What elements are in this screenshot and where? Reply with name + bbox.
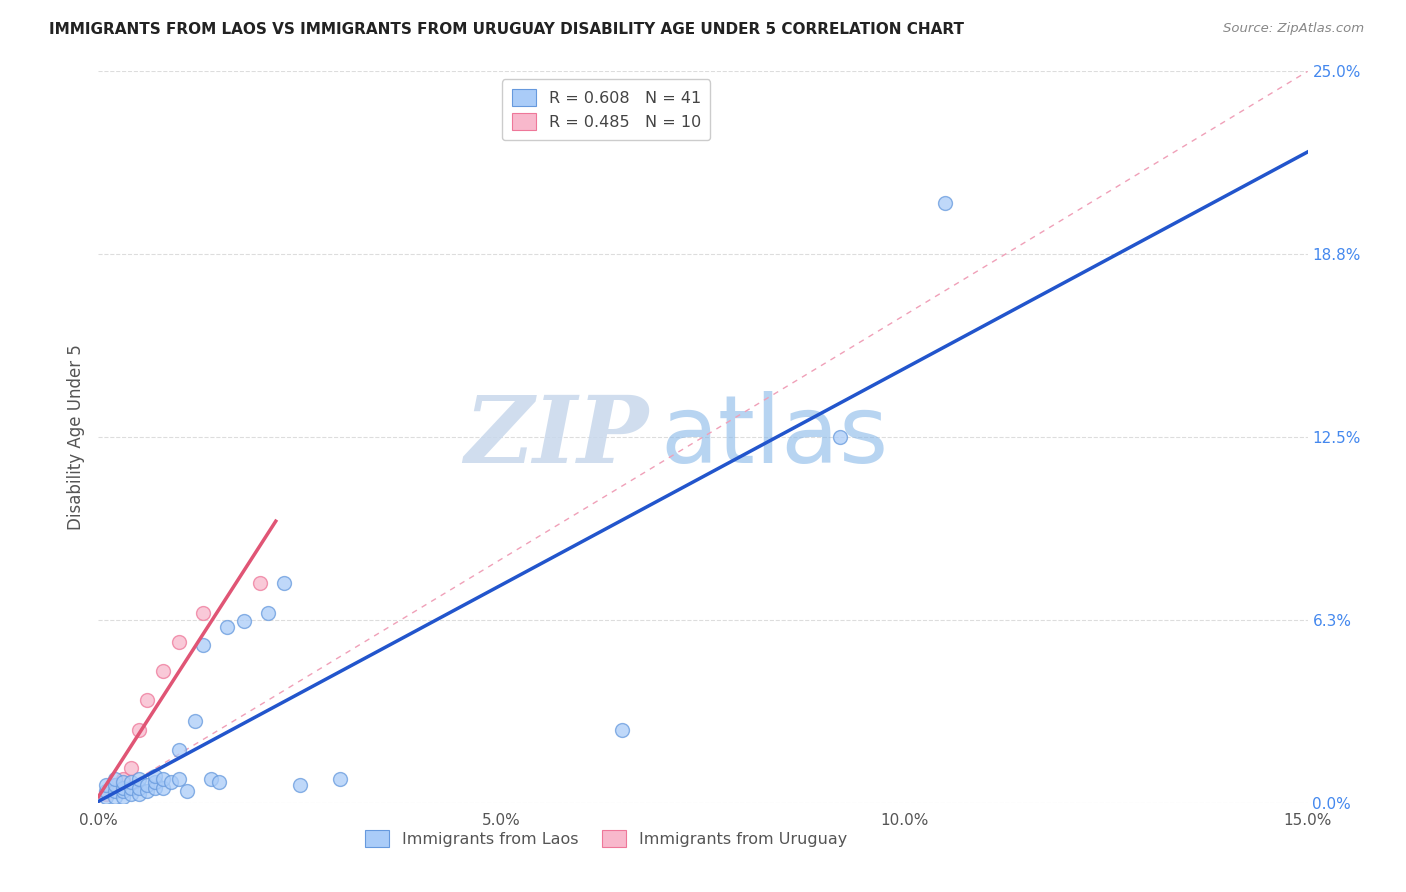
Point xyxy=(193,606,215,620)
Point xyxy=(828,430,851,444)
Legend: Immigrants from Laos, Immigrants from Uruguay: Immigrants from Laos, Immigrants from Ur… xyxy=(359,823,853,854)
Point xyxy=(167,743,190,757)
Point xyxy=(329,772,352,787)
Point xyxy=(612,723,634,737)
Point xyxy=(176,784,198,798)
Point xyxy=(103,778,125,792)
Point xyxy=(128,772,150,787)
Y-axis label: Disability Age Under 5: Disability Age Under 5 xyxy=(66,344,84,530)
Point xyxy=(96,778,118,792)
Point xyxy=(120,761,142,775)
Text: atlas: atlas xyxy=(661,391,889,483)
Point xyxy=(167,635,190,649)
Point xyxy=(111,775,134,789)
Point xyxy=(103,778,125,792)
Point xyxy=(256,606,278,620)
Point xyxy=(111,789,134,804)
Point xyxy=(160,775,183,789)
Point xyxy=(249,576,271,591)
Point xyxy=(184,714,207,728)
Point xyxy=(167,772,190,787)
Point xyxy=(128,787,150,801)
Point xyxy=(111,781,134,796)
Point xyxy=(96,784,118,798)
Point xyxy=(288,778,311,792)
Point xyxy=(200,772,222,787)
Point xyxy=(273,576,295,591)
Point xyxy=(934,196,956,211)
Point xyxy=(120,781,142,796)
Point xyxy=(96,787,118,801)
Point xyxy=(103,789,125,804)
Point xyxy=(128,723,150,737)
Point xyxy=(152,772,174,787)
Point xyxy=(143,775,166,789)
Text: ZIP: ZIP xyxy=(464,392,648,482)
Point xyxy=(111,772,134,787)
Text: IMMIGRANTS FROM LAOS VS IMMIGRANTS FROM URUGUAY DISABILITY AGE UNDER 5 CORRELATI: IMMIGRANTS FROM LAOS VS IMMIGRANTS FROM … xyxy=(49,22,965,37)
Point xyxy=(143,769,166,783)
Point xyxy=(208,775,231,789)
Point xyxy=(120,787,142,801)
Point xyxy=(120,775,142,789)
Point xyxy=(135,778,157,792)
Point xyxy=(111,784,134,798)
Point xyxy=(135,784,157,798)
Point xyxy=(96,789,118,804)
Point xyxy=(128,781,150,796)
Point xyxy=(135,693,157,707)
Text: Source: ZipAtlas.com: Source: ZipAtlas.com xyxy=(1223,22,1364,36)
Point xyxy=(143,781,166,796)
Point xyxy=(217,620,239,634)
Point xyxy=(103,784,125,798)
Point xyxy=(152,781,174,796)
Point xyxy=(193,638,215,652)
Point xyxy=(232,615,254,629)
Point xyxy=(103,772,125,787)
Point xyxy=(152,664,174,678)
